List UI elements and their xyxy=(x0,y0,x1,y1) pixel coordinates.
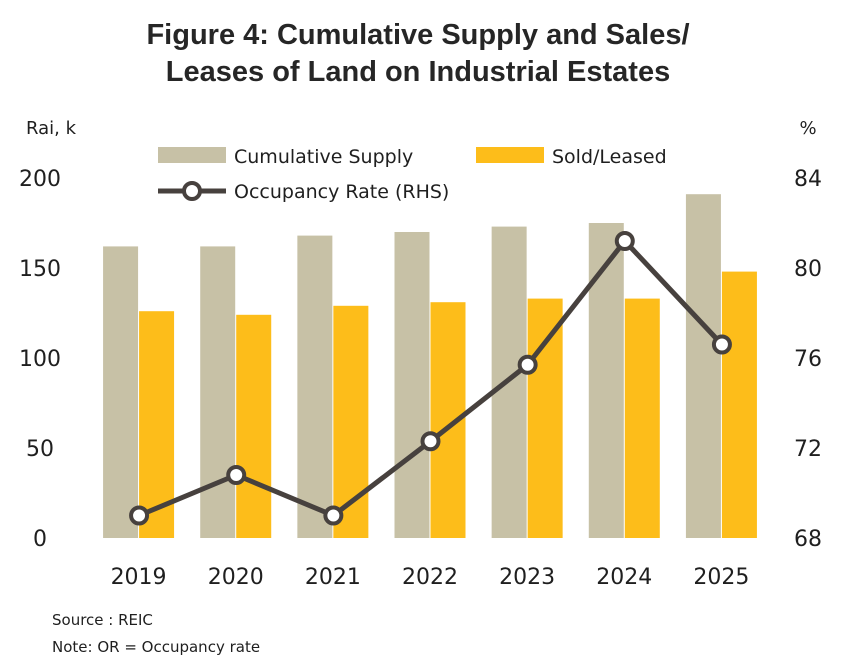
legend: Cumulative Supply Sold/Leased Occupancy … xyxy=(158,146,667,203)
source-note: Source : REIC xyxy=(52,611,153,629)
left-tick-label: 0 xyxy=(33,527,47,552)
right-axis-ticks: 68 72 76 80 84 xyxy=(794,167,822,552)
legend-label-sold-leased: Sold/Leased xyxy=(552,146,667,168)
x-tick-label: 2019 xyxy=(111,565,167,590)
occupancy-point-2024 xyxy=(614,231,635,251)
legend-label-occupancy-rate: Occupancy Rate (RHS) xyxy=(234,181,449,203)
bars xyxy=(103,194,757,538)
occupancy-point-2021 xyxy=(323,505,344,526)
occupancy-note: Note: OR = Occupancy rate xyxy=(52,638,260,656)
right-axis-unit: % xyxy=(799,118,816,139)
bar-sold-leased-2020 xyxy=(236,314,272,538)
left-axis-unit: Rai, k xyxy=(26,118,77,139)
occupancy-point-2022 xyxy=(420,431,441,452)
occupancy-line-layer xyxy=(129,231,732,526)
left-tick-label: 150 xyxy=(19,257,61,282)
legend-swatch-cumulative-supply xyxy=(158,147,226,163)
left-tick-label: 50 xyxy=(26,437,54,462)
bar-cumulative-supply-2021 xyxy=(297,235,333,538)
x-tick-label: 2024 xyxy=(596,565,652,590)
legend-label-cumulative-supply: Cumulative Supply xyxy=(234,146,413,168)
bar-cumulative-supply-2025 xyxy=(685,194,721,538)
left-axis-ticks: 0 50 100 150 200 xyxy=(19,167,61,552)
x-tick-label: 2020 xyxy=(208,565,264,590)
bar-cumulative-supply-2024 xyxy=(588,223,624,538)
x-axis-ticks: 2019 2020 2021 2022 2023 2024 2025 xyxy=(111,565,750,590)
occupancy-point-2023 xyxy=(517,354,538,375)
bar-cumulative-supply-2022 xyxy=(394,232,430,538)
occupancy-point-2025 xyxy=(711,334,732,355)
right-tick-label: 80 xyxy=(794,257,822,282)
bar-cumulative-supply-2019 xyxy=(103,246,139,538)
chart-title-line-1: Figure 4: Cumulative Supply and Sales/ xyxy=(146,19,689,51)
right-tick-label: 68 xyxy=(794,527,822,552)
right-tick-label: 72 xyxy=(794,437,822,462)
bar-sold-leased-2019 xyxy=(139,311,175,538)
x-tick-label: 2021 xyxy=(305,565,361,590)
right-tick-label: 76 xyxy=(794,347,822,372)
legend-swatch-sold-leased xyxy=(476,147,544,163)
right-tick-label: 84 xyxy=(794,167,822,192)
x-tick-label: 2023 xyxy=(499,565,555,590)
left-tick-label: 100 xyxy=(19,347,61,372)
chart-title-line-2: Leases of Land on Industrial Estates xyxy=(166,56,670,88)
bar-sold-leased-2025 xyxy=(721,271,757,538)
occupancy-point-2020 xyxy=(226,465,247,485)
occupancy-point-2019 xyxy=(129,505,150,526)
bar-sold-leased-2023 xyxy=(527,298,563,538)
bar-cumulative-supply-2020 xyxy=(200,246,236,538)
legend-marker-occupancy-rate xyxy=(182,181,202,201)
x-tick-label: 2022 xyxy=(402,565,458,590)
bar-sold-leased-2024 xyxy=(624,298,660,538)
x-tick-label: 2025 xyxy=(693,565,749,590)
left-tick-label: 200 xyxy=(19,167,61,192)
